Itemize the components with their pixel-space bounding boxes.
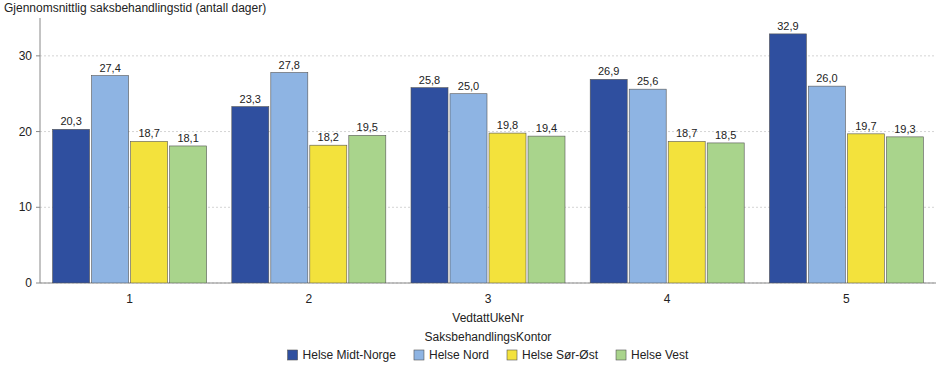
data-label: 19,7 — [855, 120, 876, 132]
bars — [53, 34, 924, 283]
legend-entry: Helse Sør-Øst — [507, 348, 599, 362]
data-label: 18,7 — [676, 127, 697, 139]
category-label: 4 — [664, 292, 671, 306]
bar — [707, 143, 744, 283]
bar — [271, 73, 308, 283]
y-axis — [40, 18, 41, 283]
legend-entry: Helse Vest — [616, 348, 689, 362]
legend-entry: Helse Midt-Norge — [288, 348, 397, 362]
data-label: 18,2 — [318, 131, 339, 143]
bar — [528, 136, 565, 283]
data-label: 25,0 — [458, 80, 479, 92]
tick-mark — [36, 207, 40, 208]
bar — [668, 141, 705, 283]
legend-swatch — [288, 350, 298, 360]
bar — [131, 141, 168, 283]
legend-label: Helse Midt-Norge — [303, 348, 397, 362]
data-label: 27,8 — [279, 59, 300, 71]
tick-label: 10 — [19, 200, 33, 214]
data-label: 19,5 — [357, 121, 378, 133]
legend-label: Helse Sør-Øst — [522, 348, 599, 362]
legend-swatch — [616, 350, 626, 360]
data-label: 32,9 — [777, 20, 798, 32]
bar — [411, 88, 448, 283]
bar — [310, 145, 347, 283]
chart: Gjennomsnittlig saksbehandlingstid (anta… — [0, 0, 942, 366]
bar — [489, 133, 526, 283]
data-label: 26,0 — [816, 72, 837, 84]
legend: Helse Midt-Norge Helse Nord Helse Sør-Øst H… — [288, 348, 689, 362]
legend-entry: Helse Nord — [414, 348, 489, 362]
bar — [769, 34, 806, 283]
legend-swatch — [414, 350, 424, 360]
bar — [590, 79, 627, 283]
data-label: 18,5 — [715, 129, 736, 141]
tick-label: 20 — [19, 125, 33, 139]
legend-swatch — [507, 350, 517, 360]
category-label: 5 — [843, 292, 850, 306]
data-label: 27,4 — [99, 62, 120, 74]
tick-label: 0 — [25, 276, 32, 290]
data-label: 19,8 — [497, 119, 518, 131]
data-label: 18,1 — [177, 132, 198, 144]
bar — [629, 89, 666, 283]
bar — [170, 146, 207, 283]
tick-mark — [36, 131, 40, 132]
legend-label: Helse Nord — [429, 348, 489, 362]
tick-mark — [36, 55, 40, 56]
bar — [53, 129, 90, 283]
legend-label: Helse Vest — [631, 348, 689, 362]
category-label: 1 — [126, 292, 133, 306]
bar — [232, 107, 269, 283]
data-label: 19,3 — [894, 123, 915, 135]
data-label: 20,3 — [60, 115, 81, 127]
bar — [808, 86, 845, 283]
bar — [886, 137, 923, 283]
legend-title: SaksbehandlingsKontor — [425, 330, 552, 344]
x-axis-title: VedtattUkeNr — [452, 311, 523, 325]
data-label: 25,8 — [419, 74, 440, 86]
y-axis-title: Gjennomsnittlig saksbehandlingstid (anta… — [4, 1, 266, 15]
bar — [847, 134, 884, 283]
tick-mark — [36, 283, 40, 284]
data-label: 26,9 — [598, 65, 619, 77]
data-label: 19,4 — [536, 122, 557, 134]
category-label: 3 — [485, 292, 492, 306]
tick-label: 30 — [19, 49, 33, 63]
bar — [92, 76, 129, 283]
category-label: 2 — [305, 292, 312, 306]
bar — [349, 135, 386, 283]
bar — [450, 94, 487, 283]
data-label: 18,7 — [138, 127, 159, 139]
data-label: 25,6 — [637, 75, 658, 87]
data-labels: 20,3 27,4 18,7 18,1 23,3 27,8 18,2 19,5 25,8 25,0… — [60, 20, 915, 144]
data-label: 23,3 — [240, 93, 261, 105]
